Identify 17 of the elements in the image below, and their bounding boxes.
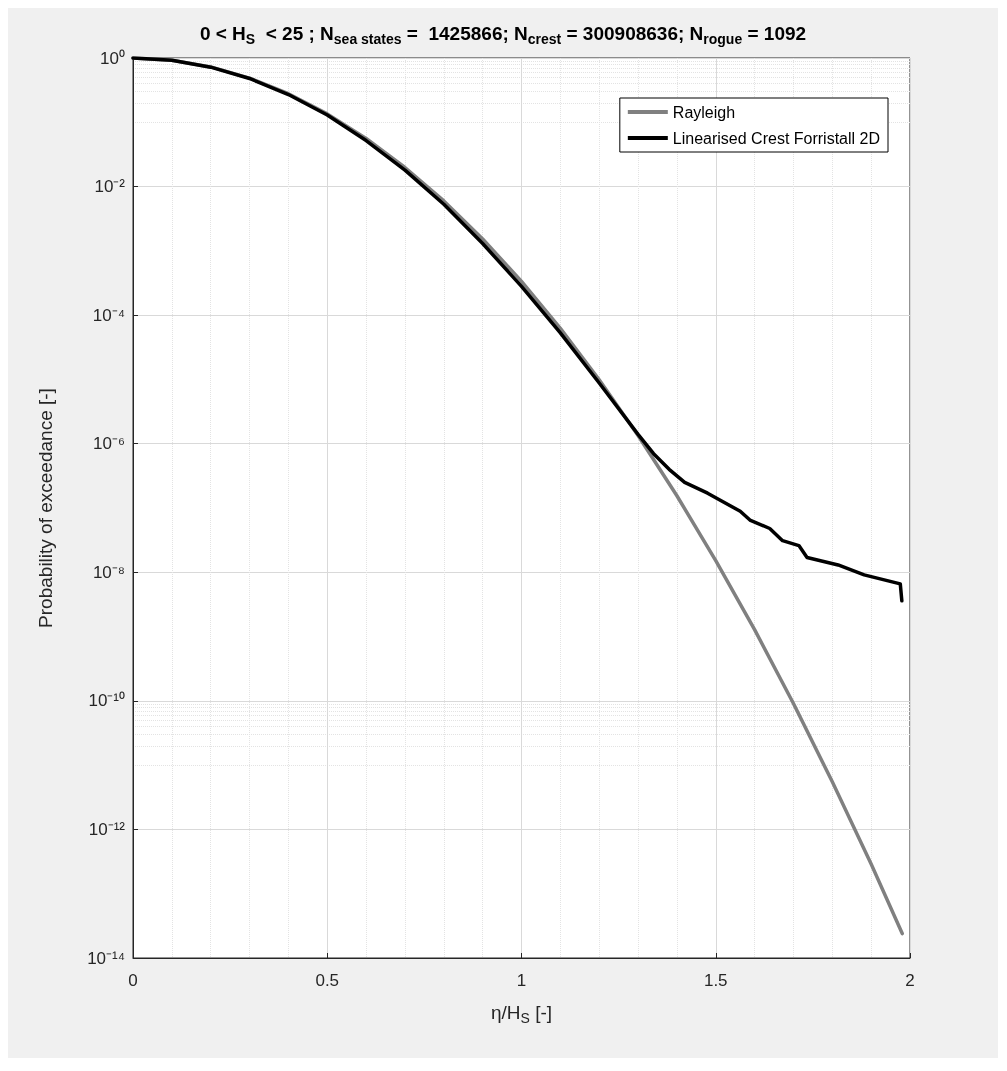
y-tick-label: 10⁰ bbox=[100, 48, 125, 68]
line-series bbox=[131, 56, 904, 603]
x-tick-label: 1.5 bbox=[703, 971, 728, 990]
x-tick-label: 0 bbox=[128, 971, 138, 990]
legend-label: Rayleigh bbox=[672, 103, 736, 121]
y-tick-label: 10⁻¹² bbox=[88, 819, 126, 839]
y-tick-label: 10⁻¹⁰ bbox=[88, 691, 125, 711]
y-axis-title: Probability of exceedance [-] bbox=[35, 388, 56, 628]
x-tick-label: 1 bbox=[516, 971, 527, 990]
y-tick-label: 10⁻⁶ bbox=[93, 434, 125, 454]
x-tick-label: 0.5 bbox=[315, 971, 340, 990]
x-tick-label: 2 bbox=[905, 971, 915, 990]
legend-label: Linearised Crest Forristall 2D bbox=[672, 129, 881, 147]
y-tick-label: 10⁻¹⁴ bbox=[87, 948, 125, 968]
y-tick-label: 10⁻⁴ bbox=[92, 305, 125, 325]
y-tick-label: 10⁻⁸ bbox=[92, 562, 125, 582]
y-tick-label: 10⁻² bbox=[94, 177, 126, 197]
